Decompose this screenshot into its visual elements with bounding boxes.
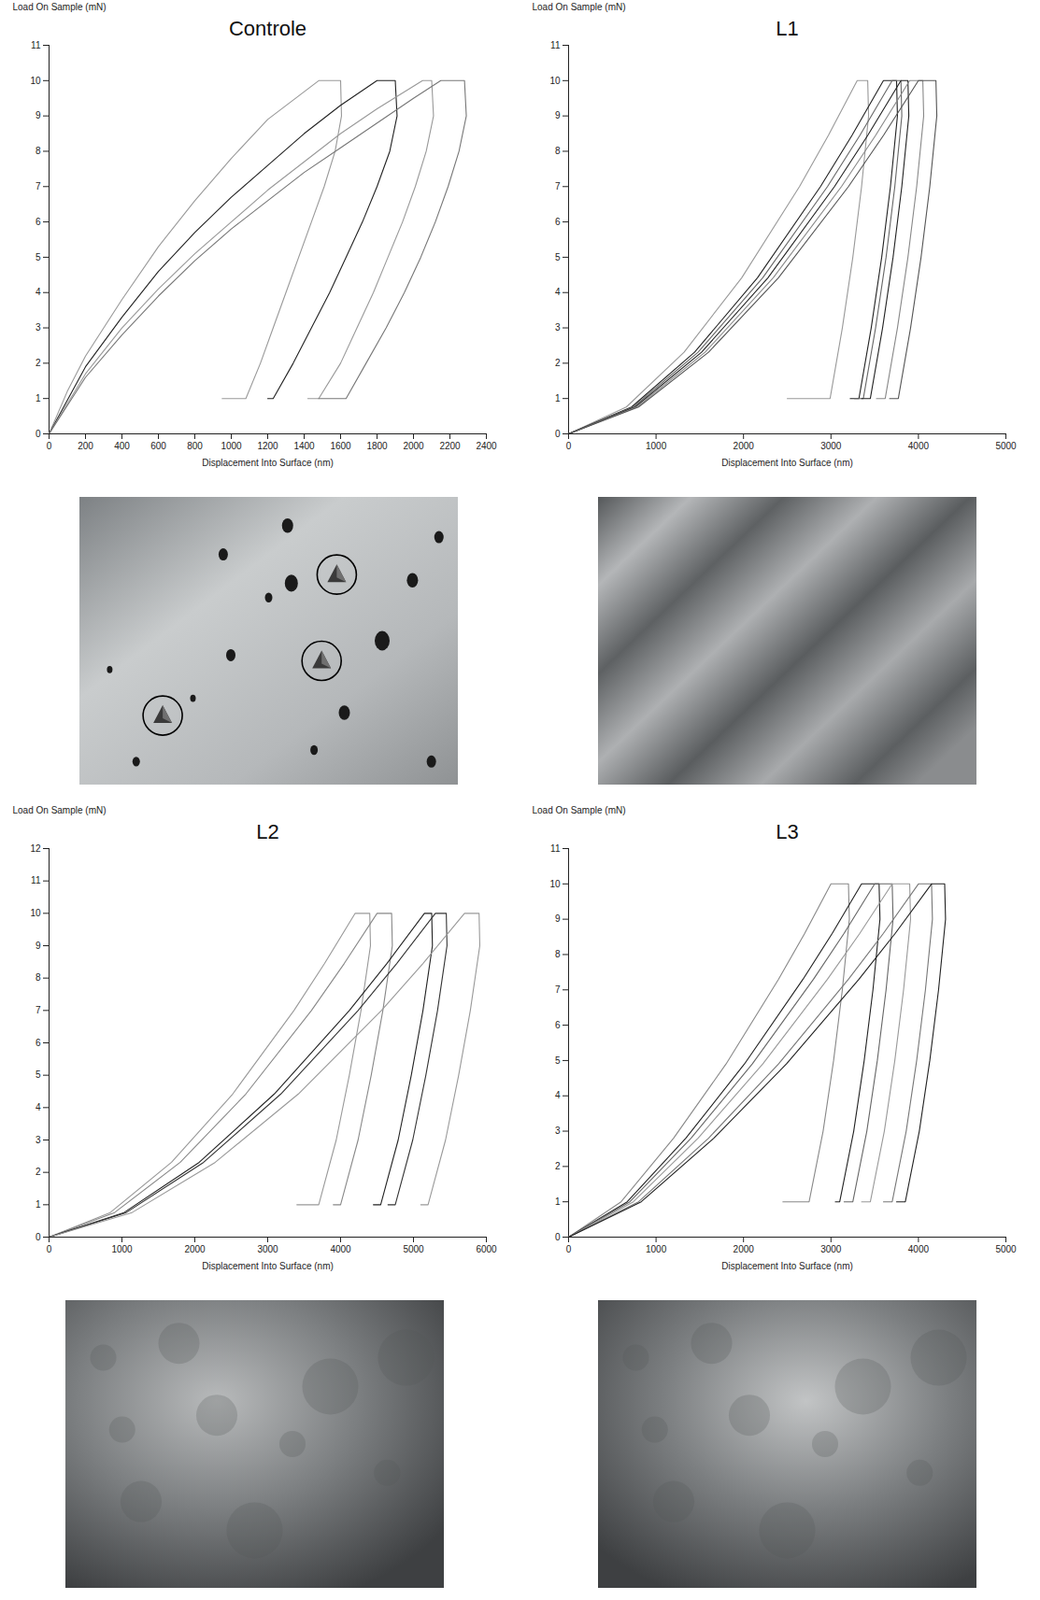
svg-text:6: 6 bbox=[35, 1038, 42, 1049]
svg-text:Load On Sample (mN): Load On Sample (mN) bbox=[532, 805, 627, 816]
svg-text:200: 200 bbox=[77, 441, 94, 452]
svg-text:1: 1 bbox=[555, 393, 561, 404]
svg-text:0: 0 bbox=[555, 1232, 561, 1243]
svg-text:2: 2 bbox=[555, 1161, 561, 1172]
svg-text:5000: 5000 bbox=[402, 1244, 425, 1255]
svg-text:Load On Sample (mN): Load On Sample (mN) bbox=[13, 805, 107, 816]
svg-text:0: 0 bbox=[566, 441, 572, 452]
svg-text:10: 10 bbox=[549, 75, 561, 86]
svg-text:7: 7 bbox=[35, 181, 42, 192]
svg-text:Displacement Into Surface (nm): Displacement Into Surface (nm) bbox=[721, 457, 854, 469]
svg-text:2000: 2000 bbox=[402, 441, 425, 452]
svg-text:7: 7 bbox=[555, 181, 561, 192]
svg-text:6000: 6000 bbox=[475, 1244, 498, 1255]
svg-text:1: 1 bbox=[35, 1199, 42, 1211]
svg-text:6: 6 bbox=[555, 216, 561, 228]
svg-text:8: 8 bbox=[35, 972, 42, 984]
svg-text:1: 1 bbox=[555, 1196, 561, 1208]
svg-text:2000: 2000 bbox=[184, 1244, 206, 1255]
svg-text:10: 10 bbox=[29, 908, 42, 919]
svg-text:9: 9 bbox=[35, 940, 42, 952]
svg-text:5: 5 bbox=[35, 252, 42, 263]
svg-text:6: 6 bbox=[555, 1020, 561, 1031]
svg-text:4: 4 bbox=[555, 286, 561, 298]
svg-text:1000: 1000 bbox=[645, 1244, 668, 1255]
svg-text:10: 10 bbox=[549, 879, 561, 890]
svg-text:800: 800 bbox=[186, 441, 203, 452]
svg-text:4000: 4000 bbox=[908, 441, 930, 452]
svg-text:3000: 3000 bbox=[256, 1244, 279, 1255]
svg-text:Load On Sample (mN): Load On Sample (mN) bbox=[532, 1, 627, 13]
svg-text:2: 2 bbox=[555, 357, 561, 369]
svg-text:3: 3 bbox=[35, 1135, 42, 1146]
svg-text:L1: L1 bbox=[775, 16, 798, 41]
svg-text:11: 11 bbox=[30, 40, 42, 51]
svg-text:8: 8 bbox=[35, 145, 42, 157]
svg-text:1000: 1000 bbox=[111, 1244, 133, 1255]
svg-text:4000: 4000 bbox=[908, 1244, 930, 1255]
svg-text:1600: 1600 bbox=[329, 441, 352, 452]
svg-text:0: 0 bbox=[35, 428, 42, 440]
svg-text:Displacement Into Surface (nm): Displacement Into Surface (nm) bbox=[201, 457, 334, 469]
svg-text:1800: 1800 bbox=[366, 441, 388, 452]
svg-text:7: 7 bbox=[555, 984, 561, 996]
svg-text:0: 0 bbox=[566, 1244, 572, 1255]
svg-text:11: 11 bbox=[550, 843, 561, 855]
svg-text:11: 11 bbox=[30, 875, 42, 886]
svg-text:8: 8 bbox=[555, 145, 561, 157]
svg-text:1000: 1000 bbox=[220, 441, 243, 452]
svg-text:5000: 5000 bbox=[995, 441, 1017, 452]
svg-text:3000: 3000 bbox=[820, 441, 842, 452]
svg-text:4: 4 bbox=[35, 286, 42, 298]
svg-text:0: 0 bbox=[555, 428, 561, 440]
svg-text:L2: L2 bbox=[256, 820, 279, 844]
svg-text:1: 1 bbox=[35, 393, 42, 404]
svg-text:2200: 2200 bbox=[439, 441, 461, 452]
svg-text:2400: 2400 bbox=[475, 441, 498, 452]
svg-text:0: 0 bbox=[46, 1244, 53, 1255]
svg-text:L3: L3 bbox=[775, 820, 798, 844]
svg-text:2000: 2000 bbox=[733, 1244, 756, 1255]
svg-text:6: 6 bbox=[35, 216, 42, 228]
svg-text:2: 2 bbox=[35, 1167, 42, 1178]
svg-text:3000: 3000 bbox=[820, 1244, 842, 1255]
svg-text:5000: 5000 bbox=[995, 1244, 1017, 1255]
svg-text:2: 2 bbox=[35, 357, 42, 369]
svg-text:Displacement Into Surface (nm): Displacement Into Surface (nm) bbox=[201, 1261, 334, 1272]
svg-text:600: 600 bbox=[150, 441, 167, 452]
svg-text:3: 3 bbox=[555, 1125, 561, 1137]
svg-text:4: 4 bbox=[555, 1090, 561, 1101]
svg-text:4: 4 bbox=[35, 1102, 42, 1113]
svg-text:12: 12 bbox=[29, 843, 42, 855]
svg-text:3: 3 bbox=[35, 322, 42, 333]
svg-text:1400: 1400 bbox=[293, 441, 315, 452]
svg-text:1000: 1000 bbox=[645, 441, 668, 452]
svg-text:9: 9 bbox=[555, 110, 561, 121]
svg-text:8: 8 bbox=[555, 949, 561, 960]
svg-text:0: 0 bbox=[35, 1232, 42, 1243]
svg-text:5: 5 bbox=[35, 1069, 42, 1081]
svg-text:9: 9 bbox=[555, 913, 561, 925]
svg-text:Controle: Controle bbox=[228, 16, 307, 41]
svg-text:Load On Sample (mN): Load On Sample (mN) bbox=[13, 1, 107, 13]
svg-text:9: 9 bbox=[35, 110, 42, 121]
svg-text:400: 400 bbox=[113, 441, 130, 452]
svg-text:5: 5 bbox=[555, 252, 561, 263]
svg-text:11: 11 bbox=[550, 40, 561, 51]
svg-text:10: 10 bbox=[29, 75, 42, 86]
svg-text:2000: 2000 bbox=[733, 441, 756, 452]
svg-text:1200: 1200 bbox=[256, 441, 279, 452]
svg-text:0: 0 bbox=[46, 441, 53, 452]
svg-text:7: 7 bbox=[35, 1005, 42, 1016]
svg-text:4000: 4000 bbox=[329, 1244, 352, 1255]
svg-text:3: 3 bbox=[555, 322, 561, 333]
svg-text:Displacement Into Surface (nm): Displacement Into Surface (nm) bbox=[721, 1261, 854, 1272]
svg-text:5: 5 bbox=[555, 1055, 561, 1067]
